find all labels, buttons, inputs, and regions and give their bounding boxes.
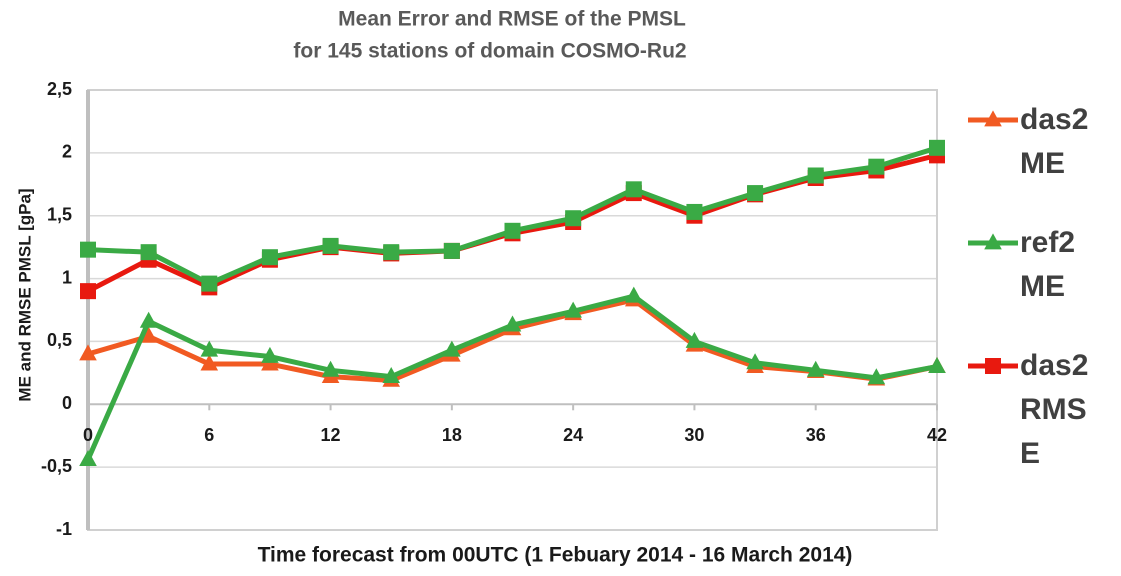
data-point [139, 326, 158, 343]
x-axis-title: Time forecast from 00UTC (1 Febuary 2014… [258, 544, 853, 567]
data-point [686, 203, 703, 220]
legend-marker [984, 110, 1002, 127]
y-tick-label: 1,5 [47, 204, 72, 224]
data-point [79, 450, 97, 466]
data-point [928, 356, 946, 373]
x-tick-label: 30 [684, 425, 704, 445]
data-point [868, 158, 885, 175]
legend-marker [985, 358, 1001, 374]
legend-label: ref2 ME [1020, 226, 1076, 303]
data-point [504, 222, 521, 239]
y-tick-label: 0,5 [47, 330, 72, 350]
data-point [443, 340, 461, 357]
data-point [685, 331, 704, 348]
data-point [383, 244, 400, 261]
legend-marker [984, 233, 1002, 250]
chart-title: Mean Error and RMSE of the PMSL [338, 8, 686, 31]
y-tick-label: -0,5 [41, 456, 72, 476]
y-tick-label: 2 [62, 142, 72, 162]
data-point [140, 244, 157, 261]
data-point [261, 249, 278, 266]
x-tick-label: 24 [563, 425, 583, 445]
data-point [201, 275, 218, 292]
data-point [443, 242, 460, 259]
x-tick-label: 36 [806, 425, 826, 445]
data-point [322, 237, 339, 254]
data-point [80, 241, 96, 258]
data-point [564, 301, 582, 318]
x-tick-label: 6 [204, 425, 214, 445]
chart-title: for 145 stations of domain COSMO-Ru2 [293, 40, 686, 63]
x-tick-label: 12 [321, 425, 341, 445]
legend-label: das2 RMSE [1020, 349, 1089, 470]
data-point [806, 360, 825, 377]
data-point [867, 368, 886, 385]
y-tick-label: 2,5 [47, 79, 72, 99]
data-point [321, 360, 340, 377]
data-point [625, 181, 642, 198]
data-point [624, 286, 643, 303]
data-point [200, 354, 219, 371]
y-tick-label: 1 [62, 267, 72, 287]
data-point [80, 283, 96, 300]
data-point [200, 340, 219, 357]
plot-frame [87, 89, 938, 531]
data-point [746, 353, 764, 370]
data-point [807, 167, 824, 184]
x-tick-label: 18 [442, 425, 462, 445]
data-point [929, 139, 945, 156]
legend-label: das2 ME [1020, 103, 1089, 180]
data-point [747, 185, 764, 202]
data-point [382, 367, 401, 384]
y-tick-label: -1 [56, 519, 72, 539]
data-point [503, 315, 522, 332]
x-tick-label: 0 [83, 425, 93, 445]
y-tick-label: 0 [62, 393, 72, 413]
data-point [565, 210, 582, 227]
data-point [79, 344, 97, 361]
x-tick-label: 42 [927, 425, 947, 445]
y-axis-title: ME and RMSE PMSL [gPa] [15, 188, 34, 401]
data-point [261, 346, 279, 363]
data-point [139, 311, 158, 328]
